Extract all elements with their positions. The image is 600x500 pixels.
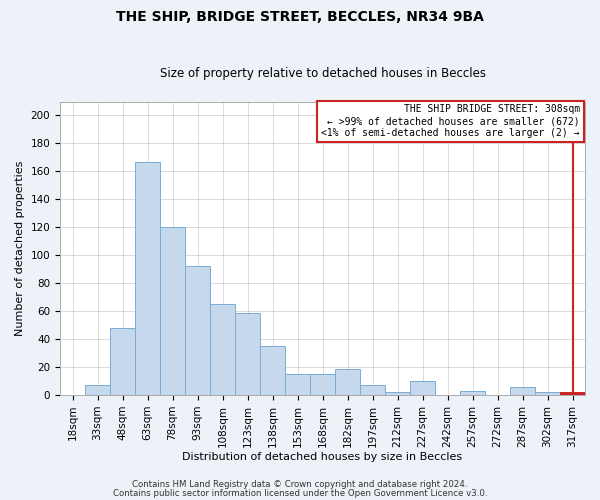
Bar (260, 346, 285, 395)
Bar (510, 386, 535, 395)
Bar (210, 304, 235, 395)
Text: Contains HM Land Registry data © Crown copyright and database right 2024.: Contains HM Land Registry data © Crown c… (132, 480, 468, 489)
Bar (535, 392, 560, 395)
Y-axis label: Number of detached properties: Number of detached properties (15, 160, 25, 336)
Bar (460, 391, 485, 395)
Bar (85, 386, 110, 395)
Bar (385, 392, 410, 395)
Bar (110, 328, 135, 395)
Bar (335, 368, 360, 395)
Text: THE SHIP BRIDGE STREET: 308sqm
← >99% of detached houses are smaller (672)
<1% o: THE SHIP BRIDGE STREET: 308sqm ← >99% of… (321, 104, 580, 138)
X-axis label: Distribution of detached houses by size in Beccles: Distribution of detached houses by size … (182, 452, 463, 462)
Title: Size of property relative to detached houses in Beccles: Size of property relative to detached ho… (160, 66, 485, 80)
Bar (560, 392, 585, 395)
Text: Contains public sector information licensed under the Open Government Licence v3: Contains public sector information licen… (113, 488, 487, 498)
Bar (235, 312, 260, 395)
Bar (360, 386, 385, 395)
Bar (310, 374, 335, 395)
Bar (185, 266, 210, 395)
Text: THE SHIP, BRIDGE STREET, BECCLES, NR34 9BA: THE SHIP, BRIDGE STREET, BECCLES, NR34 9… (116, 10, 484, 24)
Bar (160, 228, 185, 395)
Bar (135, 162, 160, 395)
Bar (285, 374, 310, 395)
Bar (410, 381, 435, 395)
